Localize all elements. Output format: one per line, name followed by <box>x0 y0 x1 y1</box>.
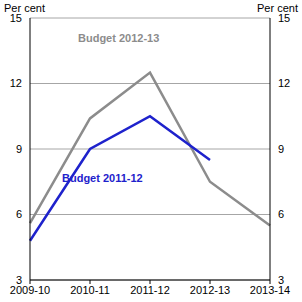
svg-text:2011-12: 2011-12 <box>130 284 170 296</box>
svg-text:2013-14: 2013-14 <box>250 284 290 296</box>
svg-text:12: 12 <box>278 77 290 89</box>
svg-text:2009-10: 2009-10 <box>9 283 51 296</box>
svg-text:6: 6 <box>278 208 284 220</box>
html-text:Budget 2012-13: Budget 2012-13 <box>78 32 160 44</box>
svg-text:15: 15 <box>278 11 291 24</box>
svg-text:6: 6 <box>16 208 22 220</box>
svg-text:2012-13: 2012-13 <box>190 284 230 296</box>
svg-text:15: 15 <box>9 11 22 24</box>
svg-text:9: 9 <box>278 143 284 155</box>
svg-text:12: 12 <box>10 77 22 89</box>
svg-text:3: 3 <box>278 274 284 286</box>
svg-text:3: 3 <box>16 274 22 286</box>
html-text:Budget 2011-12: Budget 2011-12 <box>62 172 143 184</box>
html-text:Per cent: Per cent <box>257 2 298 14</box>
svg-text:2010-11: 2010-11 <box>70 284 110 296</box>
html-text:Per cent: Per cent <box>4 2 45 14</box>
svg-text:9: 9 <box>16 143 22 155</box>
